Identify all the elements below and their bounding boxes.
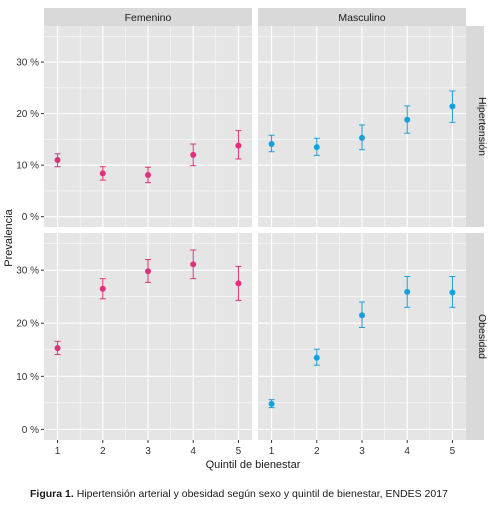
data-point bbox=[449, 103, 456, 110]
data-point bbox=[145, 171, 151, 178]
data-point bbox=[313, 354, 320, 361]
y-tick-label: 0 % bbox=[22, 212, 39, 223]
data-point bbox=[268, 400, 275, 407]
figure-caption-text: Hipertensión arterial y obesidad según s… bbox=[76, 488, 448, 500]
strip-column-label-1: Femenino bbox=[125, 12, 172, 24]
x-tick-label: 3 bbox=[359, 446, 365, 457]
x-tick-label: 4 bbox=[404, 446, 410, 457]
data-point bbox=[145, 268, 151, 275]
strip-row-label-2: Obesidad bbox=[476, 314, 488, 359]
strip-column-label-2: Masculino bbox=[338, 12, 385, 24]
x-axis-label: Quintil de bienestar bbox=[206, 459, 301, 471]
figure-caption: Figura 1. Hipertensión arterial y obesid… bbox=[30, 488, 448, 500]
data-point bbox=[235, 142, 242, 149]
data-point bbox=[54, 345, 61, 352]
data-point bbox=[359, 312, 365, 319]
marks-layer bbox=[54, 90, 456, 409]
data-point bbox=[268, 141, 275, 148]
axes-layer: 0 % 10 % 20 % 30 % 0 % 10 % 20 % 30 % 1 2 3 4 5 1 2 3 4 5 bbox=[16, 58, 455, 457]
data-point bbox=[313, 144, 320, 151]
strip-row-1 bbox=[466, 26, 484, 227]
strip-row-label-1: Hipertensión bbox=[476, 97, 488, 156]
data-point bbox=[404, 288, 411, 295]
data-point bbox=[449, 289, 456, 296]
x-tick-label: 1 bbox=[55, 446, 61, 457]
data-point bbox=[359, 134, 365, 141]
figure-caption-label: Figura 1. bbox=[30, 488, 74, 500]
data-point bbox=[54, 157, 61, 163]
strip-column-2 bbox=[258, 8, 466, 26]
x-tick-label: 1 bbox=[269, 446, 275, 457]
data-point bbox=[99, 285, 106, 292]
data-point bbox=[404, 116, 411, 123]
x-tick-label: 2 bbox=[100, 446, 106, 457]
y-tick-label: 20 % bbox=[16, 109, 39, 120]
y-tick-label: 30 % bbox=[16, 58, 39, 69]
strip-row-2 bbox=[466, 233, 484, 440]
strip-column-1 bbox=[44, 8, 252, 26]
x-tick-label: 5 bbox=[450, 446, 456, 457]
y-tick-label: 10 % bbox=[16, 372, 39, 383]
y-tick-label: 10 % bbox=[16, 161, 39, 172]
x-tick-label: 3 bbox=[145, 446, 151, 457]
x-tick-label: 4 bbox=[190, 446, 196, 457]
y-tick-label: 20 % bbox=[16, 319, 39, 330]
y-axis-label: Prevalencia bbox=[3, 208, 15, 266]
y-tick-label: 30 % bbox=[16, 266, 39, 277]
x-tick-label: 2 bbox=[314, 446, 320, 457]
data-point bbox=[99, 170, 106, 177]
x-tick-label: 5 bbox=[236, 446, 242, 457]
data-point bbox=[190, 151, 197, 158]
y-tick-label: 0 % bbox=[22, 425, 39, 436]
data-point bbox=[190, 261, 197, 268]
data-point bbox=[235, 280, 242, 287]
panels-layer: Femenino Masculino Hipertensión Obesidad bbox=[44, 8, 488, 440]
